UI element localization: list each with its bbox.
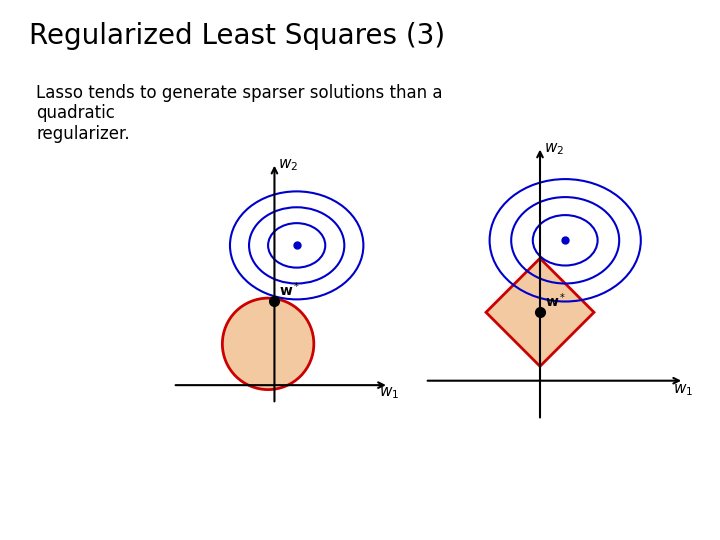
Text: Regularized Least Squares (3): Regularized Least Squares (3) [29, 22, 445, 50]
Text: $w_2$: $w_2$ [278, 157, 298, 173]
Polygon shape [486, 258, 594, 366]
Text: Lasso tends to generate sparser solutions than a
quadratic
regularizer.: Lasso tends to generate sparser solution… [36, 84, 443, 143]
Text: $w_2$: $w_2$ [544, 141, 564, 157]
Text: $w_1$: $w_1$ [673, 382, 693, 397]
Text: $w_1$: $w_1$ [379, 385, 400, 401]
Text: $\mathbf{w}^*$: $\mathbf{w}^*$ [279, 281, 300, 299]
Text: $\mathbf{w}^*$: $\mathbf{w}^*$ [545, 291, 567, 309]
Circle shape [222, 298, 314, 389]
